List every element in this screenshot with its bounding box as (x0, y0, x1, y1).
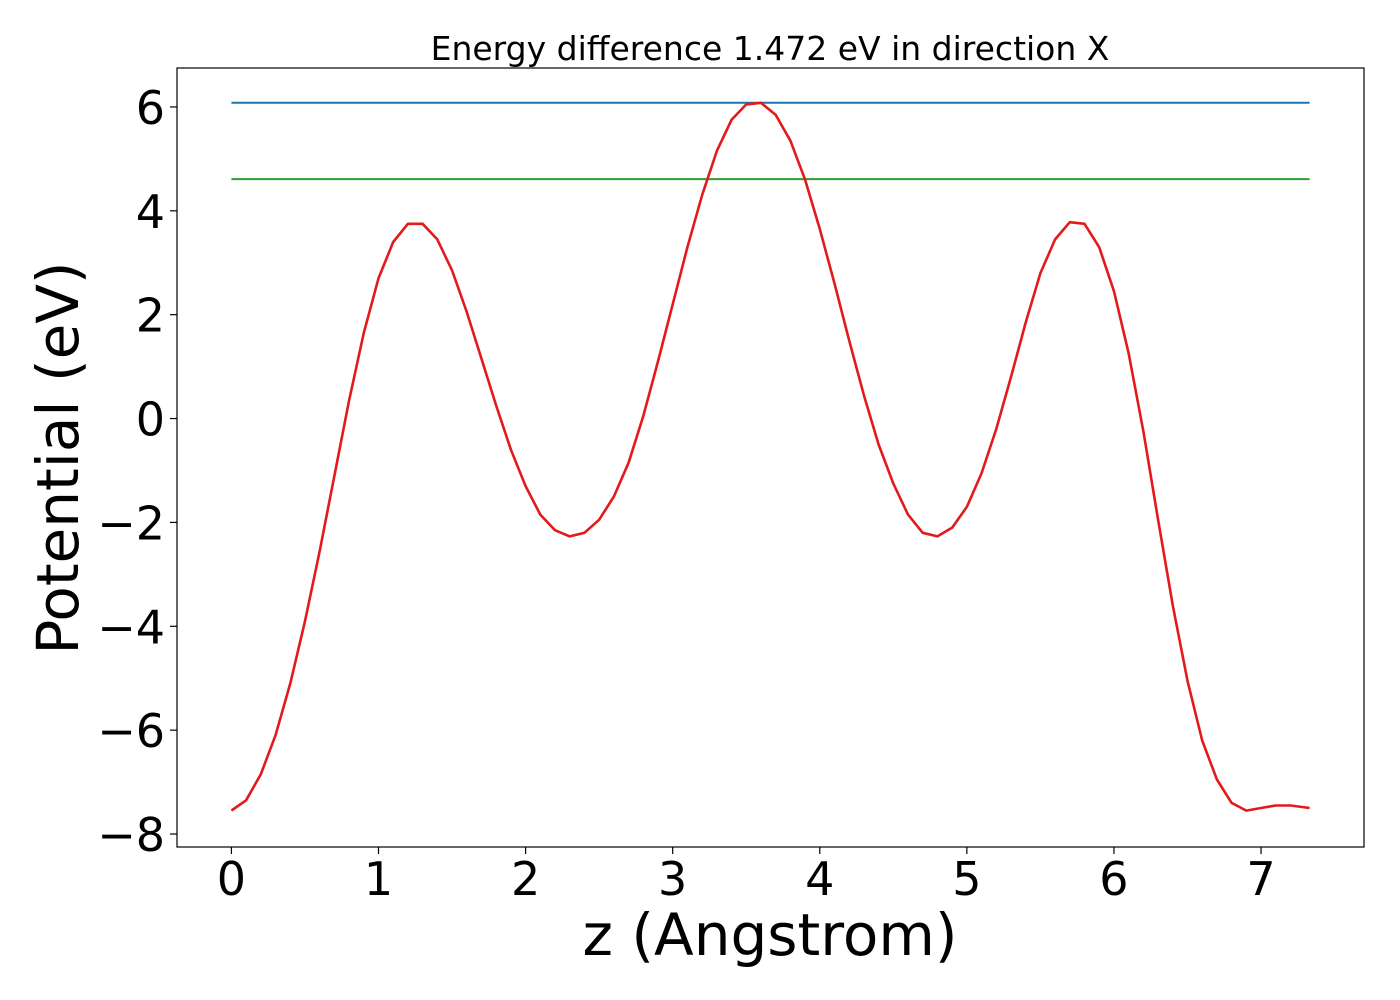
y-axis-label: Potential (eV) (24, 261, 92, 654)
y-tick-label: 6 (136, 81, 165, 135)
x-tick-label: 2 (511, 852, 540, 906)
x-axis-ticks: 0 1 2 3 4 5 6 7 (217, 847, 1276, 906)
y-tick-label: −2 (97, 496, 165, 550)
x-tick-label: 5 (952, 852, 981, 906)
x-tick-label: 0 (217, 852, 246, 906)
x-tick-label: 1 (364, 852, 393, 906)
y-tick-label: −8 (97, 808, 165, 862)
y-tick-label: 4 (136, 185, 165, 239)
series-line-3 (230, 101, 1310, 812)
y-tick-label: −6 (97, 704, 165, 758)
y-tick-label: 2 (136, 289, 165, 343)
x-tick-label: 3 (658, 852, 687, 906)
plot-area (230, 101, 1310, 812)
y-tick-label: −4 (97, 600, 165, 654)
x-tick-label: 4 (805, 852, 834, 906)
x-axis-label: z (Angstrom) (583, 901, 958, 969)
x-tick-label: 6 (1099, 852, 1128, 906)
y-axis-ticks: −8 −6 −4 −2 0 2 4 6 (97, 81, 177, 862)
x-tick-label: 7 (1246, 852, 1275, 906)
chart-title: Energy difference 1.472 eV in direction … (431, 29, 1110, 68)
plot-frame (176, 67, 1365, 848)
y-tick-label: 0 (136, 393, 165, 447)
